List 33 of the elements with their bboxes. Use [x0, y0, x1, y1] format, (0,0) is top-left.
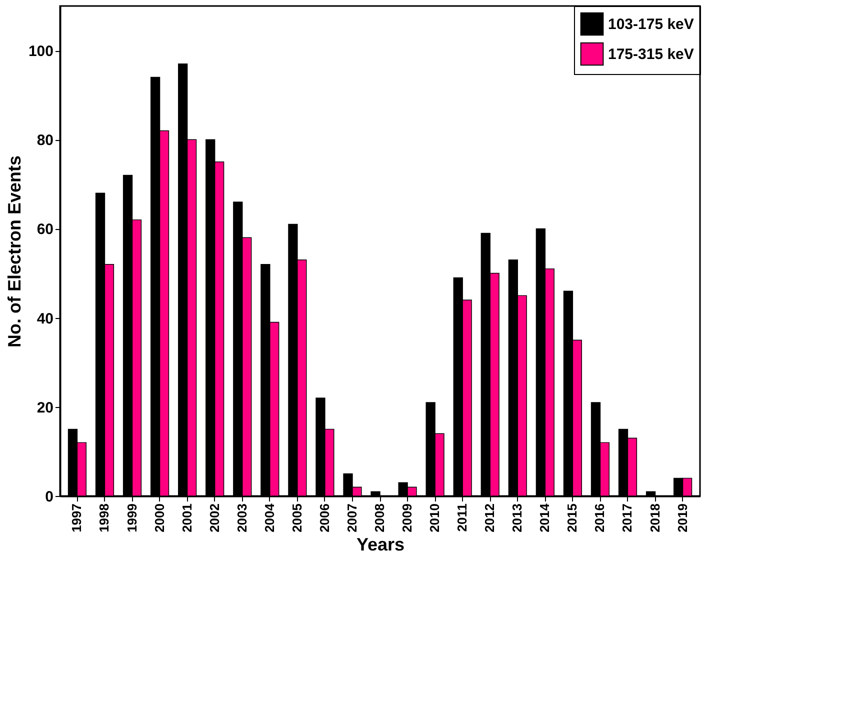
x-tick-label: 2014	[537, 502, 552, 532]
x-tick-label: 2002	[206, 504, 222, 532]
legend-label: 103-175 keV	[608, 16, 694, 33]
x-tick-label: 2017	[620, 504, 635, 532]
x-tick-label: 2006	[316, 504, 332, 532]
x-tick-label: 2010	[427, 504, 442, 532]
x-tick-label: 1997	[69, 504, 84, 532]
x-tick-label: 2001	[179, 504, 194, 532]
x-axis-title: Years	[356, 534, 405, 554]
x-tick-label: 2013	[510, 504, 525, 532]
x-tick-label: 2019	[674, 504, 690, 532]
y-tick-label: 100	[28, 43, 54, 60]
y-axis-title: No. of Electron Events	[4, 155, 24, 348]
x-tick-label: 2009	[400, 504, 415, 532]
x-tick-label: 2011	[454, 504, 470, 532]
x-tick-label: 2012	[482, 504, 498, 532]
x-tick-label: 1998	[96, 504, 112, 532]
x-tick-label: 2000	[152, 504, 167, 532]
x-tick-label: 2015	[564, 504, 580, 532]
x-tick-label: 2018	[647, 504, 662, 532]
x-tick-label: 2016	[592, 504, 608, 532]
legend-label: 175-315 keV	[608, 46, 694, 63]
y-tick-label: 40	[36, 310, 54, 328]
x-tick-label: 2004	[262, 502, 277, 532]
x-tick-label: 2005	[289, 504, 304, 532]
y-tick-label: 20	[36, 399, 54, 416]
x-tick-label: 2008	[372, 504, 387, 532]
x-tick-label: 2007	[344, 504, 360, 532]
y-tick-label: 60	[36, 221, 54, 238]
y-tick-label: 80	[36, 132, 54, 150]
x-tick-label: 2003	[234, 504, 250, 532]
y-tick-label: 0	[45, 488, 54, 506]
x-tick-label: 1999	[124, 504, 140, 532]
